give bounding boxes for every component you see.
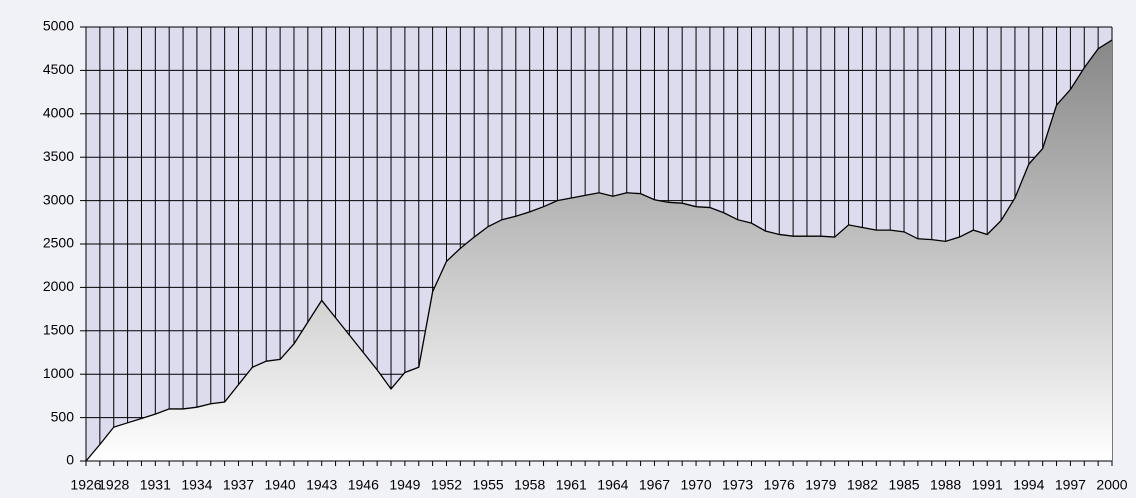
y-tick-label: 5000 bbox=[43, 18, 74, 34]
y-tick-label: 1500 bbox=[43, 322, 74, 338]
x-tick-label: 1961 bbox=[556, 477, 587, 493]
x-tick-label: 1949 bbox=[389, 477, 420, 493]
y-tick-label: 4500 bbox=[43, 61, 74, 77]
x-tick-label: 1979 bbox=[805, 477, 836, 493]
x-tick-label: 1952 bbox=[431, 477, 462, 493]
x-tick-label: 1928 bbox=[98, 477, 129, 493]
y-tick-label: 3000 bbox=[43, 191, 74, 207]
y-tick-label: 3500 bbox=[43, 148, 74, 164]
area-line bbox=[85, 39, 1113, 462]
x-tick-label: 1943 bbox=[306, 477, 337, 493]
x-tick-label: 1931 bbox=[140, 477, 171, 493]
x-tick-label: 1926 bbox=[70, 477, 101, 493]
y-tick-label: 0 bbox=[66, 452, 74, 468]
x-tick-label: 2000 bbox=[1096, 477, 1127, 493]
y-tick-label: 2000 bbox=[43, 278, 74, 294]
x-tick-label: 1976 bbox=[764, 477, 795, 493]
x-tick-label: 1988 bbox=[930, 477, 961, 493]
x-tick-label: 1991 bbox=[972, 477, 1003, 493]
x-tick-label: 1946 bbox=[348, 477, 379, 493]
x-tick-label: 1970 bbox=[680, 477, 711, 493]
x-tick-label: 1973 bbox=[722, 477, 753, 493]
x-tick-label: 1964 bbox=[597, 477, 628, 493]
x-tick-label: 1985 bbox=[888, 477, 919, 493]
y-tick-label: 500 bbox=[51, 408, 75, 424]
x-tick-label: 1997 bbox=[1055, 477, 1086, 493]
x-tick-label: 1982 bbox=[847, 477, 878, 493]
x-tick-label: 1967 bbox=[639, 477, 670, 493]
y-tick-label: 2500 bbox=[43, 235, 74, 251]
y-tick-label: 4000 bbox=[43, 105, 74, 121]
x-tick-label: 1958 bbox=[514, 477, 545, 493]
x-tick-label: 1955 bbox=[473, 477, 504, 493]
y-tick-label: 1000 bbox=[43, 365, 74, 381]
x-tick-label: 1940 bbox=[265, 477, 296, 493]
x-tick-label: 1994 bbox=[1013, 477, 1044, 493]
area-fill bbox=[86, 40, 1112, 462]
x-tick-label: 1934 bbox=[181, 477, 212, 493]
x-tick-label: 1937 bbox=[223, 477, 254, 493]
